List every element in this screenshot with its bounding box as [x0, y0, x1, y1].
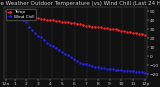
Title: Milwaukee Weather Outdoor Temperature (vs) Wind Chill (Last 24 Hours): Milwaukee Weather Outdoor Temperature (v… [0, 1, 160, 6]
Legend: Temp, Wind Chill: Temp, Wind Chill [6, 9, 36, 20]
